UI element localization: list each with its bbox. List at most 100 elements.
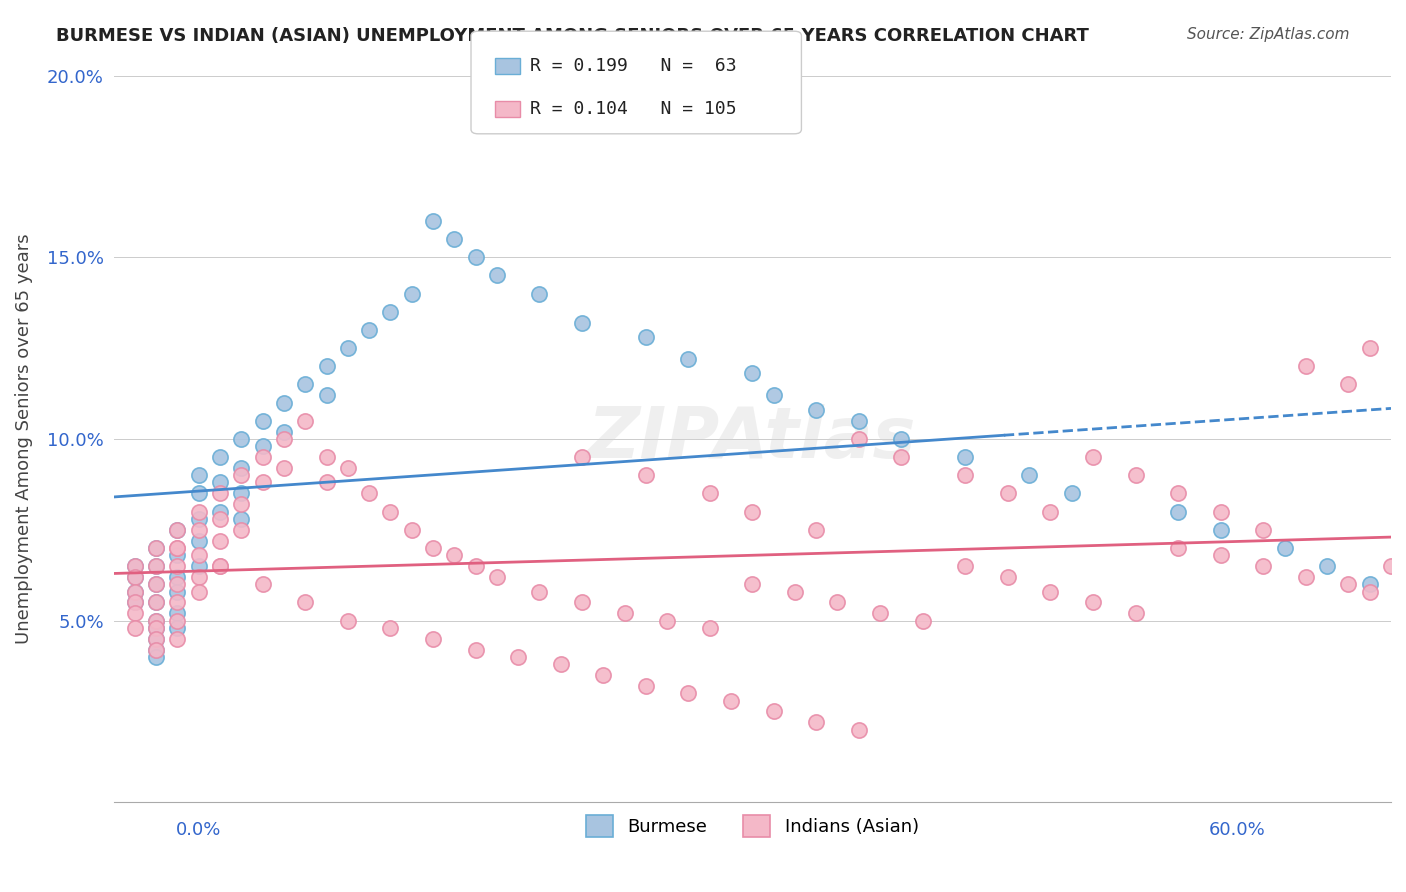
Point <box>634 679 657 693</box>
Point <box>464 250 486 264</box>
Point <box>359 486 381 500</box>
Point <box>124 559 146 574</box>
Point <box>166 621 188 635</box>
Point <box>890 450 912 464</box>
Point <box>166 607 188 621</box>
Point <box>187 548 209 562</box>
Point <box>804 523 827 537</box>
Point <box>145 614 167 628</box>
Text: R = 0.199   N =  63: R = 0.199 N = 63 <box>530 57 737 75</box>
Point <box>124 595 146 609</box>
Text: R = 0.104   N = 105: R = 0.104 N = 105 <box>530 100 737 118</box>
Legend: Burmese, Indians (Asian): Burmese, Indians (Asian) <box>578 807 927 844</box>
Point <box>720 693 742 707</box>
Point <box>273 395 295 409</box>
Point <box>145 649 167 664</box>
Point <box>592 668 614 682</box>
Point <box>380 621 402 635</box>
Point <box>187 533 209 548</box>
Point <box>336 341 359 355</box>
Point <box>273 425 295 439</box>
Point <box>550 657 572 672</box>
Point <box>804 402 827 417</box>
Point <box>166 523 188 537</box>
Point <box>571 316 593 330</box>
Point <box>166 541 188 555</box>
Point <box>485 570 508 584</box>
Point <box>485 268 508 283</box>
Point <box>145 614 167 628</box>
Point <box>380 505 402 519</box>
Point <box>187 559 209 574</box>
Point <box>401 523 423 537</box>
Point <box>634 468 657 483</box>
Point <box>252 475 274 490</box>
Point <box>166 595 188 609</box>
Point <box>124 559 146 574</box>
Point <box>166 614 188 628</box>
Point <box>231 461 253 475</box>
Point <box>1039 584 1062 599</box>
Point <box>1316 559 1339 574</box>
Point <box>252 414 274 428</box>
Point <box>911 614 934 628</box>
Point <box>145 559 167 574</box>
Point <box>209 475 232 490</box>
Point <box>231 432 253 446</box>
Point <box>187 486 209 500</box>
Point <box>1060 486 1083 500</box>
Point <box>187 523 209 537</box>
Point <box>187 512 209 526</box>
Point <box>315 475 337 490</box>
Point <box>124 584 146 599</box>
Point <box>422 632 444 646</box>
Point <box>1209 548 1232 562</box>
Point <box>741 577 763 591</box>
Point <box>1274 541 1296 555</box>
Point <box>953 468 976 483</box>
Point <box>294 377 316 392</box>
Point <box>508 649 530 664</box>
Point <box>1167 486 1189 500</box>
Point <box>613 607 636 621</box>
Point <box>315 388 337 402</box>
Point <box>145 541 167 555</box>
Point <box>741 505 763 519</box>
Point <box>166 584 188 599</box>
Point <box>655 614 678 628</box>
Point <box>1295 570 1317 584</box>
Point <box>145 541 167 555</box>
Point <box>294 414 316 428</box>
Point <box>124 595 146 609</box>
Point <box>252 577 274 591</box>
Point <box>890 432 912 446</box>
Text: BURMESE VS INDIAN (ASIAN) UNEMPLOYMENT AMONG SENIORS OVER 65 YEARS CORRELATION C: BURMESE VS INDIAN (ASIAN) UNEMPLOYMENT A… <box>56 27 1090 45</box>
Point <box>124 570 146 584</box>
Point <box>166 523 188 537</box>
Point <box>1337 377 1360 392</box>
Point <box>762 388 785 402</box>
Point <box>124 570 146 584</box>
Text: 60.0%: 60.0% <box>1209 821 1265 838</box>
Point <box>997 486 1019 500</box>
Point <box>1379 559 1402 574</box>
Point <box>422 541 444 555</box>
Point <box>187 570 209 584</box>
Point <box>678 351 700 366</box>
Point <box>209 559 232 574</box>
Text: ZIPAtlas: ZIPAtlas <box>588 404 917 474</box>
Point <box>1167 541 1189 555</box>
Point <box>145 621 167 635</box>
Point <box>209 505 232 519</box>
Point <box>529 286 551 301</box>
Point <box>145 577 167 591</box>
Point <box>231 468 253 483</box>
Point <box>145 621 167 635</box>
Point <box>1251 523 1274 537</box>
Point <box>762 705 785 719</box>
Point <box>1081 450 1104 464</box>
Point <box>145 642 167 657</box>
Point <box>359 323 381 337</box>
Point <box>1358 341 1381 355</box>
Point <box>953 450 976 464</box>
